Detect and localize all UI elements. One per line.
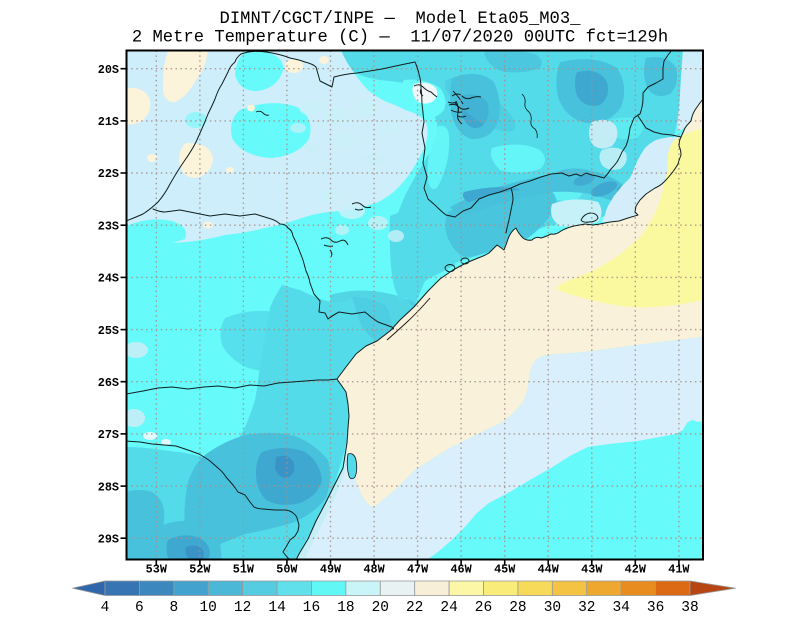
svg-text:20S: 20S [98,63,119,77]
svg-text:25S: 25S [98,324,119,338]
svg-text:18: 18 [337,600,354,616]
svg-text:52W: 52W [189,563,211,577]
svg-text:28: 28 [509,600,526,616]
svg-text:34: 34 [612,600,629,616]
svg-text:47W: 47W [407,563,429,577]
svg-text:42W: 42W [625,563,647,577]
svg-text:26: 26 [475,600,492,616]
svg-text:38: 38 [681,600,698,616]
svg-text:21S: 21S [98,115,119,129]
svg-text:28S: 28S [98,480,119,494]
svg-text:49W: 49W [320,563,342,577]
svg-text:29S: 29S [98,532,119,546]
svg-text:51W: 51W [233,563,255,577]
svg-text:DIMNT/CGCT/INPE — Model Eta05: DIMNT/CGCT/INPE — Model Eta05_M03_ [220,10,582,29]
svg-text:12: 12 [234,600,251,616]
svg-text:6: 6 [135,600,144,616]
svg-text:10: 10 [199,600,216,616]
svg-text:14: 14 [268,600,285,616]
svg-text:43W: 43W [581,563,603,577]
svg-text:44W: 44W [538,563,560,577]
svg-text:24S: 24S [98,272,119,286]
svg-text:27S: 27S [98,428,119,442]
svg-text:46W: 46W [450,563,472,577]
svg-text:36: 36 [647,600,664,616]
svg-text:23S: 23S [98,219,119,233]
svg-text:50W: 50W [276,563,298,577]
svg-text:26S: 26S [98,376,119,390]
svg-text:22: 22 [406,600,423,616]
svg-text:41W: 41W [668,563,690,577]
svg-text:24: 24 [440,600,457,616]
svg-text:16: 16 [303,600,320,616]
svg-text:8: 8 [169,600,178,616]
svg-text:45W: 45W [494,563,516,577]
svg-text:48W: 48W [363,563,385,577]
svg-text:4: 4 [101,600,110,616]
svg-text:22S: 22S [98,167,119,181]
svg-text:20: 20 [372,600,389,616]
svg-text:30: 30 [544,600,561,616]
svg-text:32: 32 [578,600,595,616]
svg-text:53W: 53W [146,563,168,577]
svg-text:2 Metre Temperature (C) — 11/: 2 Metre Temperature (C) — 11/07/2020 00U… [132,29,668,48]
